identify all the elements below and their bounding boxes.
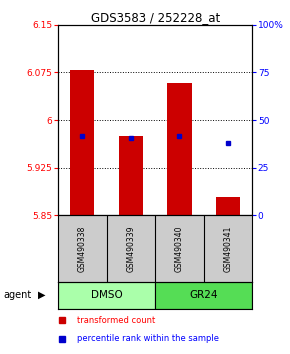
Text: GR24: GR24: [189, 290, 218, 300]
Text: GSM490340: GSM490340: [175, 225, 184, 272]
Bar: [155, 282, 252, 309]
Bar: [167, 83, 192, 215]
Text: DMSO: DMSO: [91, 290, 122, 300]
Bar: [70, 70, 95, 215]
Text: percentile rank within the sample: percentile rank within the sample: [77, 334, 220, 343]
Bar: [58, 282, 155, 309]
Text: GSM490338: GSM490338: [78, 225, 87, 272]
Title: GDS3583 / 252228_at: GDS3583 / 252228_at: [90, 11, 220, 24]
Text: agent: agent: [3, 290, 31, 300]
Text: transformed count: transformed count: [77, 316, 156, 325]
Bar: [119, 136, 143, 215]
Text: GSM490341: GSM490341: [224, 225, 233, 272]
Text: GSM490339: GSM490339: [126, 225, 135, 272]
Bar: [216, 198, 240, 215]
Text: ▶: ▶: [38, 290, 45, 300]
